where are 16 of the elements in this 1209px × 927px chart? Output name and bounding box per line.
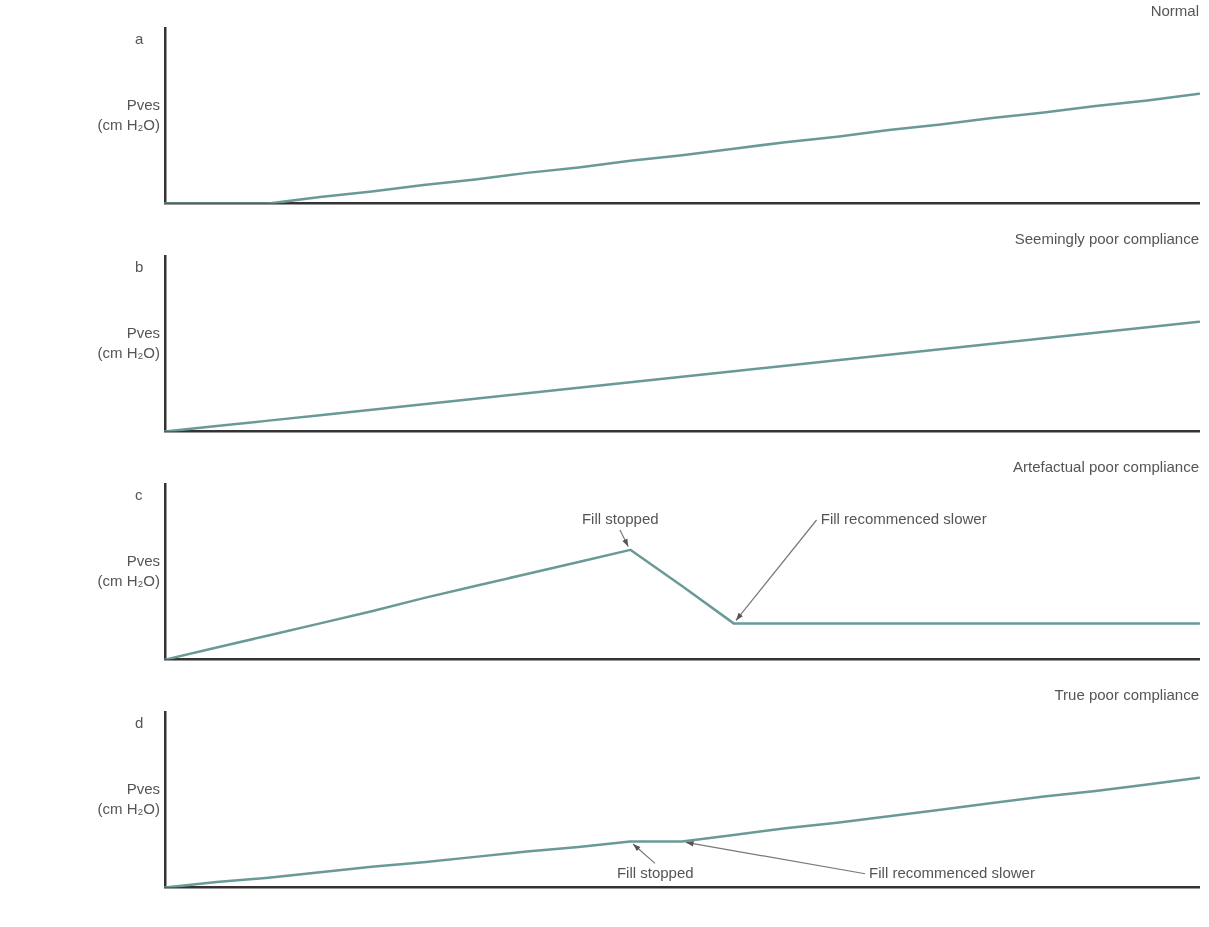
chart-title: d (135, 714, 144, 731)
chart-title: b (135, 258, 144, 275)
chart-title: a (135, 30, 144, 47)
y-axis-title: Pves (cm H₂O) (96, 551, 160, 591)
text: Fill stopped (581, 509, 659, 527)
chart-subtitle: Seemingly poor compliance (1014, 230, 1199, 247)
chart-subtitle: Artefactual poor compliance (1013, 458, 1199, 475)
chart-subtitle: Normal (1150, 2, 1199, 19)
annotation: Fill recommenced slower (869, 863, 1035, 881)
chart-subtitle: True poor compliance (1054, 686, 1199, 703)
chart-title: c (135, 486, 143, 503)
y-axis-title: Pves (cm H₂O) (96, 95, 160, 135)
text: Fill recommenced slower (820, 509, 987, 527)
y-axis-title: Pves (cm H₂O) (96, 779, 160, 819)
y-axis-title: Pves (cm H₂O) (96, 323, 160, 363)
annotation: Fill stopped (616, 863, 694, 881)
